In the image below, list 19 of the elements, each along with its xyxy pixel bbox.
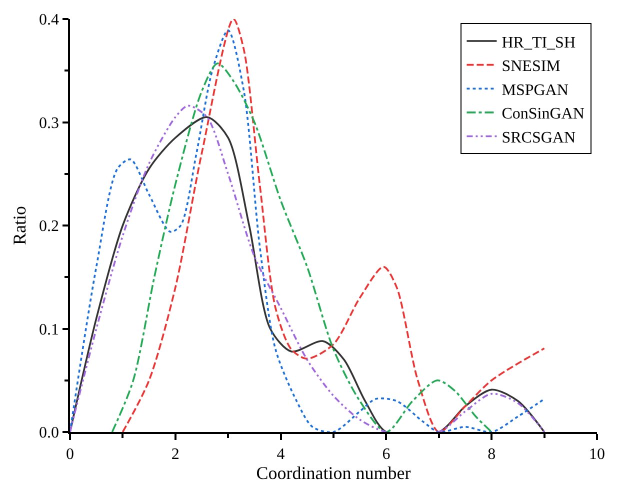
legend-label: ConSinGAN — [502, 106, 585, 123]
x-tick-label: 6 — [382, 446, 390, 463]
y-tick-label: 0.4 — [39, 12, 60, 29]
x-tick-label: 2 — [171, 446, 180, 463]
legend-label: SNESIM — [502, 58, 560, 76]
legend-label: SRCSGAN — [502, 129, 576, 146]
y-tick-label: 0.3 — [39, 114, 60, 132]
x-axis-title: Coordination number — [256, 462, 411, 483]
line-series — [111, 62, 492, 432]
x-tick-label: 0 — [66, 446, 74, 463]
legend-label: HR_TI_SH — [502, 34, 576, 52]
x-tick-label: 4 — [276, 446, 285, 463]
legend-label: MSPGAN — [502, 82, 569, 99]
y-axis-title: Ratio — [10, 206, 30, 245]
x-tick-label: 8 — [488, 446, 496, 463]
y-tick-label: 0.2 — [39, 218, 60, 236]
x-tick-label: 10 — [589, 446, 605, 463]
y-tick-label: 0.0 — [39, 424, 60, 442]
y-tick-label: 0.1 — [39, 321, 60, 338]
